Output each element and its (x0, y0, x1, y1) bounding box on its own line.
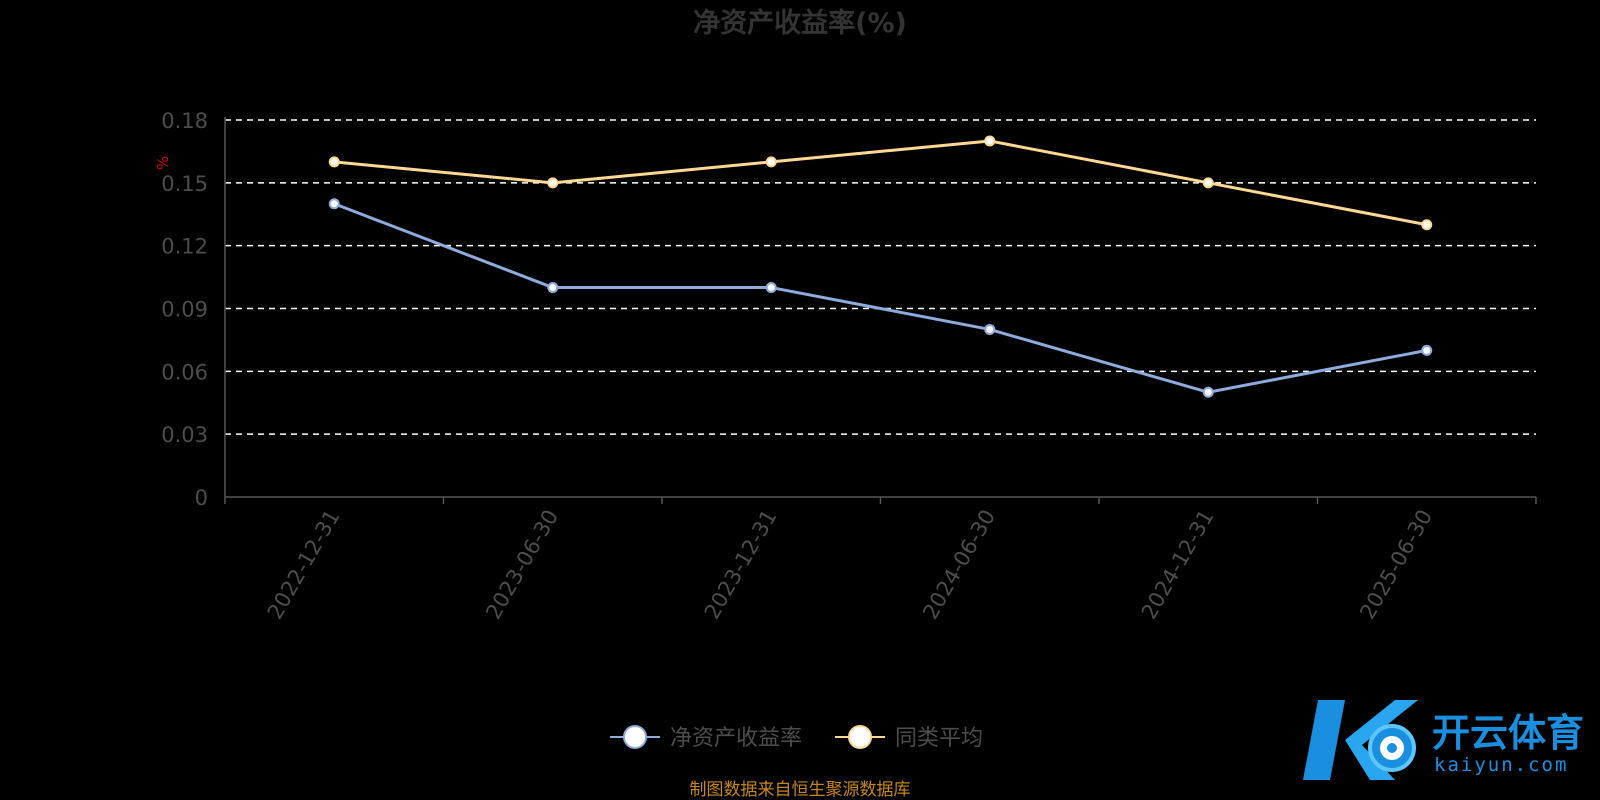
source-note: 制图数据来自恒生聚源数据库 (690, 780, 911, 800)
y-tick-label: 0.15 (161, 172, 208, 196)
legend-label-roe: 净资产收益率 (670, 726, 802, 751)
legend-label-peer-avg: 同类平均 (895, 726, 983, 751)
x-tick-label: 2024-12-31 (1137, 506, 1219, 624)
brand-name-cn: 开云体育 (1432, 711, 1584, 755)
brand-logo-icon (1303, 700, 1418, 780)
brand-name-en: kaiyun.com (1434, 754, 1568, 776)
x-tick-label: 2025-06-30 (1355, 506, 1437, 624)
data-point-roe (547, 282, 559, 294)
x-tick-label: 2022-12-31 (263, 506, 345, 624)
data-point-peer-avg (547, 177, 559, 189)
data-point-roe (1202, 386, 1214, 398)
data-point-roe (765, 282, 777, 294)
chart-title: 净资产收益率(%) (693, 7, 907, 39)
x-tick-label: 2024-06-30 (918, 506, 1000, 624)
data-point-peer-avg (1421, 219, 1433, 231)
y-tick-label: 0.09 (161, 298, 208, 322)
y-tick-label: 0.03 (161, 423, 208, 447)
y-tick-label: 0 (195, 486, 208, 510)
data-point-roe (1421, 344, 1433, 356)
data-point-peer-avg (984, 135, 996, 147)
series-line-peer-avg (334, 139, 1428, 227)
data-point-peer-avg (1202, 177, 1214, 189)
y-tick-label: 0.12 (161, 235, 208, 259)
grid-lines (225, 119, 1536, 435)
data-point-roe (328, 198, 340, 210)
x-tick-label: 2023-12-31 (700, 506, 782, 624)
y-tick-label: 0.18 (161, 109, 208, 133)
data-point-peer-avg (328, 156, 340, 168)
legend[interactable]: 净资产收益率 同类平均 (610, 725, 983, 751)
legend-item-peer-avg[interactable]: 同类平均 (835, 725, 983, 751)
data-point-roe (984, 323, 996, 335)
legend-marker-roe (623, 725, 647, 749)
x-tick-label: 2023-06-30 (481, 506, 563, 624)
brand-watermark: 开云体育 kaiyun.com (1303, 700, 1584, 780)
series-line-roe (333, 202, 1428, 394)
plot-series (328, 135, 1433, 398)
y-unit-label: % (154, 156, 172, 170)
data-point-peer-avg (765, 156, 777, 168)
y-tick-label: 0.06 (161, 360, 208, 384)
tick-labels: 0 0.03 0.06 0.09 0.12 0.15 0.18 2022-12-31 2023-… (161, 109, 1437, 623)
legend-item-roe[interactable]: 净资产收益率 (610, 725, 802, 751)
axes (224, 117, 1537, 504)
legend-marker-peer-avg (848, 725, 872, 749)
